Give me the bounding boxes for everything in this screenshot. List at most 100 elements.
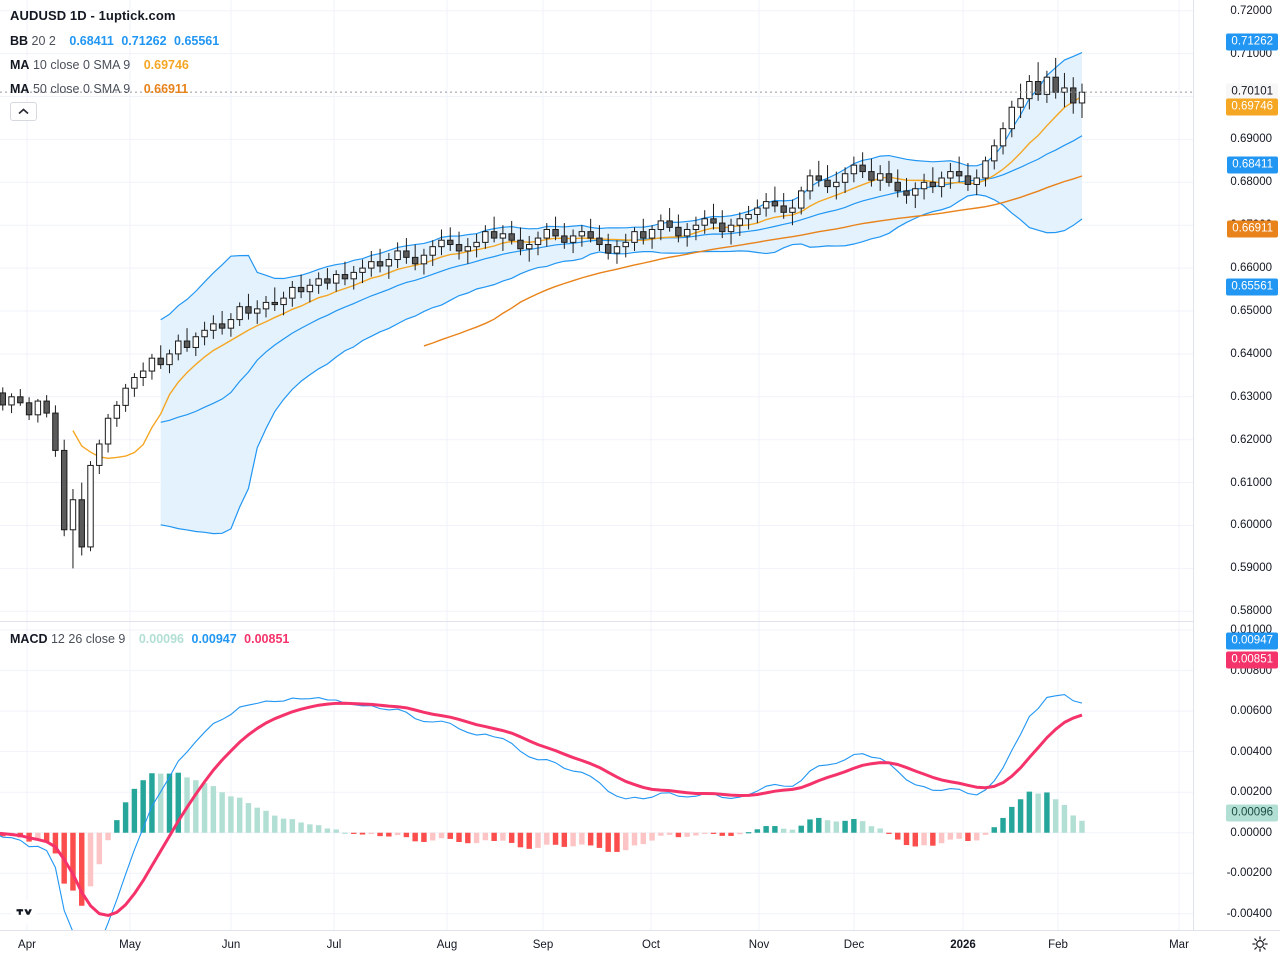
candle-body [332, 274, 340, 284]
macd-histogram-bar [649, 832, 655, 841]
legend-bb-value-basis: 0.68411 [69, 34, 114, 48]
candle-body [122, 387, 129, 406]
tradingview-logo-button[interactable] [12, 900, 36, 924]
price-axis[interactable]: 0.720000.710000.700000.690000.680000.670… [1193, 0, 1280, 930]
legend-macd[interactable]: MACD 12 26 close 9 0.00096 0.00947 0.008… [10, 632, 289, 646]
macd-histogram-bar [210, 786, 217, 833]
macd-histogram-bar [868, 826, 875, 833]
legend-ma10-value: 0.69746 [143, 58, 189, 72]
legend-ma50[interactable]: MA 50 close 0 SMA 9 0.66911 [10, 82, 188, 96]
candle-body [218, 323, 226, 329]
macd-histogram-bar [789, 829, 796, 833]
legend-bb[interactable]: BB 20 2 0.68411 0.71262 0.65561 [10, 34, 219, 48]
price-tick-3: 0.69000 [1230, 133, 1272, 146]
price-tag-ma10[interactable]: 0.69746 [1226, 98, 1278, 116]
macd-histogram-bar [368, 832, 375, 835]
candle-body [903, 190, 910, 196]
macd-tick-5: 0.00000 [1230, 826, 1272, 839]
candle-body [69, 499, 77, 531]
candle-body [894, 181, 901, 192]
legend-bb-value-lower: 0.65561 [174, 34, 220, 48]
candle-body [885, 173, 893, 183]
ma50-line [423, 175, 1083, 347]
macd-histogram-bar [175, 772, 181, 833]
bollinger-upper-line [160, 52, 1083, 321]
candle-body [1070, 87, 1077, 104]
macd-histogram-bar [447, 832, 453, 839]
macd-histogram-bar [193, 780, 199, 833]
macd-histogram-bar [798, 825, 804, 833]
macd-histogram-bar [851, 818, 857, 833]
candle-body [508, 233, 515, 241]
candle-body [762, 201, 770, 209]
macd-histogram-bar [403, 832, 410, 838]
macd-tag-histogram[interactable]: 0.00096 [1226, 804, 1278, 822]
candle-body [25, 402, 33, 416]
price-tag-last-price[interactable]: 0.70101 [1226, 83, 1278, 101]
candle-body [315, 278, 322, 286]
candle-body [543, 228, 550, 239]
macd-histogram-bar [921, 832, 927, 846]
candle-body [148, 357, 156, 372]
candle-body [1017, 98, 1024, 108]
candle-body [201, 329, 208, 338]
price-tag-bb-upper[interactable]: 0.71262 [1226, 33, 1278, 51]
candle-body [87, 464, 94, 548]
price-tag-bb-basis[interactable]: 0.68411 [1227, 156, 1278, 174]
candle-body [324, 278, 331, 284]
macd-histogram-bar [824, 820, 831, 833]
candle-body [394, 250, 401, 261]
bollinger-lower-line [160, 193, 1083, 535]
macd-histogram-bar [245, 803, 252, 833]
macd-histogram-bar [579, 832, 585, 845]
macd-histogram-bar [842, 820, 848, 833]
candle-body [1034, 81, 1042, 95]
macd-histogram-bar [710, 832, 717, 834]
time-axis[interactable]: Apr May Jun Jul Aug Sep Oct Nov Dec 2026 Feb Mar [0, 930, 1280, 960]
candle-body [157, 357, 164, 366]
price-tag-bb-lower[interactable]: 0.65561 [1226, 278, 1278, 296]
macd-histogram-bar [754, 829, 761, 833]
macd-histogram-bar [614, 832, 620, 852]
price-tick-0: 0.72000 [1230, 4, 1272, 17]
macd-histogram-bar [96, 832, 103, 865]
legend-ma10[interactable]: MA 10 close 0 SMA 9 0.69746 [10, 58, 189, 72]
candle-body [473, 241, 480, 248]
macd-tag-signal-line[interactable]: 0.00851 [1226, 651, 1278, 669]
candle-body [833, 181, 840, 188]
candle-body [587, 231, 594, 239]
macd-histogram-bar [482, 832, 489, 841]
price-tag-ma50[interactable]: 0.66911 [1227, 220, 1278, 238]
candle-body [701, 218, 708, 226]
macd-histogram-bar [122, 802, 129, 833]
macd-histogram-bar [728, 832, 734, 836]
time-tick-oct: Oct [642, 939, 660, 951]
macd-histogram-bar [1052, 799, 1059, 833]
macd-histogram-bar [105, 832, 111, 841]
macd-histogram-bar [43, 832, 50, 842]
candle-body [517, 239, 524, 250]
candle-body [385, 259, 393, 267]
price-tick-10: 0.62000 [1230, 433, 1272, 446]
candle-body [368, 261, 375, 269]
candle-body [920, 181, 928, 190]
macd-histogram-bar [315, 825, 322, 833]
macd-tag-macd-line[interactable]: 0.00947 [1226, 632, 1278, 650]
price-pane[interactable] [0, 0, 1193, 622]
macd-histogram-bar [552, 832, 559, 845]
candle-body [526, 244, 533, 250]
legend-bb-name: BB [10, 34, 29, 48]
macd-histogram-bar [719, 832, 725, 836]
candle-body [1008, 106, 1016, 130]
macd-pane[interactable] [0, 622, 1193, 930]
candle-body [1061, 87, 1068, 93]
candle-body [104, 417, 112, 445]
candle-body [43, 400, 50, 414]
chart-settings-button[interactable] [1252, 936, 1268, 957]
macd-histogram-bar [1070, 815, 1076, 833]
collapse-legend-button[interactable] [10, 102, 37, 121]
macd-histogram-bar [526, 832, 532, 849]
macd-histogram-bar [895, 832, 901, 840]
macd-histogram-bar [52, 832, 59, 854]
